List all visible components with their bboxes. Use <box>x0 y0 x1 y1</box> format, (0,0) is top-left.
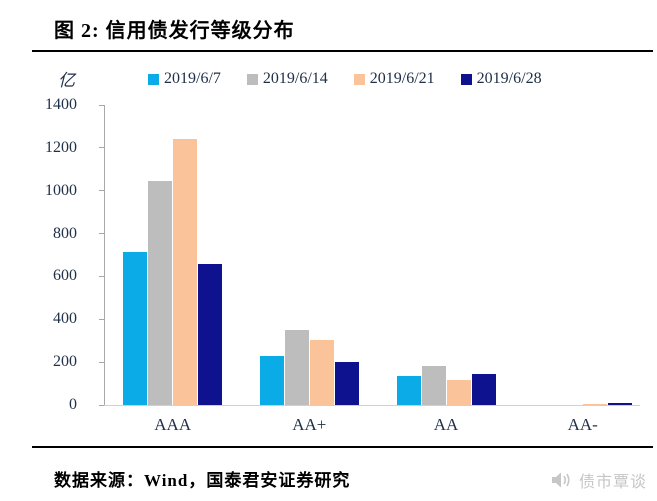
y-axis-tick-label: 1000 <box>45 181 77 199</box>
bar-AA+-2019-6-21 <box>309 340 334 405</box>
bar-AAA-2019-6-21 <box>173 139 198 405</box>
bar-AAA-2019-6-7 <box>123 252 148 405</box>
legend-swatch-icon <box>246 73 258 85</box>
y-axis-tick <box>99 361 104 363</box>
bar-AA-2019-6-28 <box>471 374 496 405</box>
bar-group-AAA <box>123 105 223 405</box>
plot-area: 0 200 400 600 800 1000 1200 1400 <box>45 97 640 413</box>
bar-AA--2019-6-28 <box>608 403 633 405</box>
legend-label: 2019/6/14 <box>262 70 328 87</box>
legend-label: 2019/6/28 <box>476 70 542 87</box>
y-axis-tick <box>99 318 104 320</box>
y-axis-tick <box>99 147 104 149</box>
legend-swatch-icon <box>353 73 365 85</box>
x-axis-label-AA+: AA+ <box>292 415 327 434</box>
y-axis-tick <box>99 104 104 106</box>
title-divider-line <box>32 50 653 52</box>
legend-item-2019-6-21: 2019/6/21 <box>353 70 435 88</box>
y-axis-line <box>104 105 105 405</box>
legend-swatch-icon <box>148 73 159 85</box>
legend-item-2019-6-28: 2019/6/28 <box>460 70 542 88</box>
x-axis-label-AAA: AAA <box>154 415 192 434</box>
x-axis-label-AA: AA <box>433 415 459 434</box>
data-source-note: 数据来源：Wind，国泰君安证券研究 <box>54 471 351 490</box>
chart-legend: 2019/6/7 2019/6/14 2019/6/21 2019/6/28 <box>148 70 542 88</box>
bar-AAA-2019-6-28 <box>198 264 223 405</box>
footer-divider-line <box>32 446 653 448</box>
bar-AAA-2019-6-14 <box>148 181 173 405</box>
y-axis-tick-label: 1400 <box>45 96 77 113</box>
bar-AA-2019-6-14 <box>421 366 446 405</box>
y-axis-tick-label: 800 <box>53 224 77 242</box>
y-axis-tick <box>99 233 104 235</box>
y-axis-tick-label: 1200 <box>45 138 77 156</box>
legend-label: 2019/6/21 <box>369 70 435 87</box>
y-axis-tick <box>99 190 104 192</box>
bar-AA-2019-6-21 <box>446 380 471 405</box>
speaker-icon <box>551 471 573 489</box>
legend-item-2019-6-14: 2019/6/14 <box>246 70 328 88</box>
bar-group-AA+ <box>259 105 359 405</box>
legend-item-2019-6-7: 2019/6/7 <box>148 70 221 88</box>
bar-AA-2019-6-7 <box>396 376 421 405</box>
bar-AA+-2019-6-7 <box>259 356 284 405</box>
y-axis-tick <box>99 404 104 406</box>
x-axis-label-AA-: AA- <box>567 415 598 434</box>
bar-AA--2019-6-21 <box>583 404 608 405</box>
bar-group-AA- <box>533 105 633 405</box>
y-axis-tick <box>99 275 104 277</box>
x-axis-baseline <box>104 405 640 406</box>
watermark: 债市覃谈 <box>551 468 647 492</box>
y-axis-tick-label: 600 <box>53 267 77 285</box>
bar-AA+-2019-6-14 <box>284 330 309 405</box>
chart-title: 图 2: 信用债发行等级分布 <box>54 20 295 42</box>
bar-AA+-2019-6-28 <box>334 362 359 405</box>
legend-swatch-icon <box>460 73 472 85</box>
bar-group-AA <box>396 105 496 405</box>
y-axis-unit-label: 亿 <box>58 71 75 90</box>
legend-label: 2019/6/7 <box>164 70 221 87</box>
watermark-label: 债市覃谈 <box>578 474 647 491</box>
y-axis-tick-label: 0 <box>69 396 77 413</box>
y-axis-tick-label: 400 <box>53 310 77 328</box>
y-axis-tick-label: 200 <box>53 353 77 371</box>
